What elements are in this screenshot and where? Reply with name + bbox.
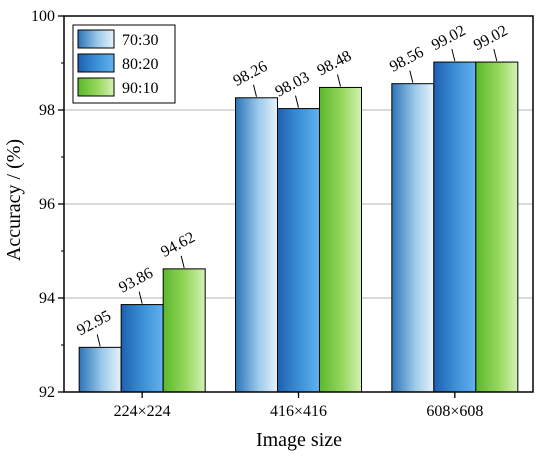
data-label-leader [409,70,414,83]
y-tick-label: 92 [39,384,55,401]
bar-80-20-1 [120,304,164,393]
y-tick-label: 98 [39,102,55,119]
data-label-leader [253,84,257,97]
data-label: 94.62 [158,229,198,261]
bar-80-20-2 [277,108,320,393]
axes: 92 94 96 98 100 224×224 416×416 608×608 [31,8,534,420]
data-label: 92.95 [74,307,114,339]
legend-swatch-80-20 [77,53,115,73]
bars [78,61,519,393]
data-label-leader [96,334,101,347]
x-axis-title: Image size [256,429,342,451]
bar-90-10-2 [319,86,362,393]
bar-90-10-3 [475,61,519,393]
bar-80-20-3 [433,61,477,393]
bar-90-10-1 [162,268,206,393]
data-label: 98.26 [231,58,271,90]
plot-frame [63,15,534,393]
data-label: 99.02 [471,22,511,54]
y-tick-label: 94 [39,290,55,307]
data-label-leader [337,74,341,87]
data-label: 98.03 [273,69,313,101]
legend-swatch-70-30 [77,29,115,49]
data-label: 99.02 [429,22,469,54]
x-tick-label: 224×224 [114,403,171,420]
legend-label: 90:10 [122,80,158,97]
data-label-leader [451,48,456,62]
legend-swatch-90-10 [77,77,115,97]
data-label-leader [138,291,143,304]
bar-70-30-3 [391,83,435,393]
y-axis-title: Accuracy / (%) [3,139,25,261]
bar-70-30-1 [78,346,122,393]
legend: 70:30 80:20 90:10 [72,24,176,104]
bar-70-30-2 [235,97,278,393]
data-label-leader [180,255,185,268]
y-tick-label: 100 [31,8,55,25]
x-tick-label: 608×608 [426,403,483,420]
data-label: 98.48 [315,48,355,80]
data-label-leader [493,48,498,62]
y-tick-label: 96 [39,196,55,213]
legend-label: 80:20 [122,56,158,73]
x-tick-label: 416×416 [270,403,327,420]
data-label: 93.86 [116,265,156,297]
data-label-leader [295,95,299,108]
legend-label: 70:30 [122,32,158,49]
data-label: 98.56 [387,44,427,76]
